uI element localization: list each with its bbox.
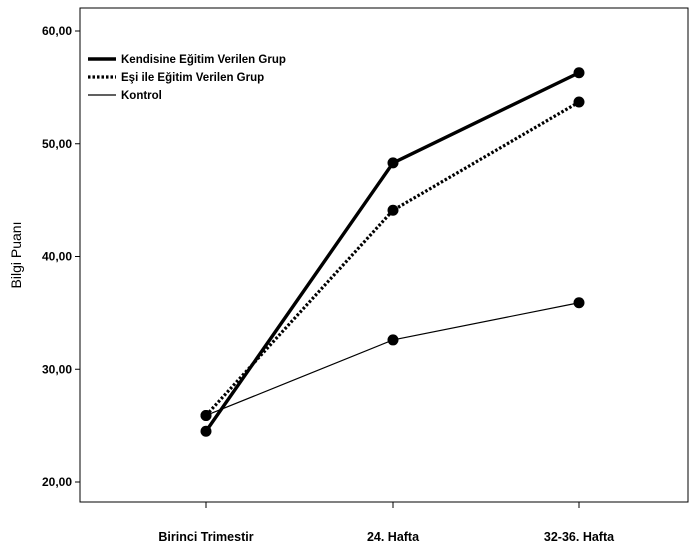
legend-label: Kontrol [121, 90, 162, 102]
y-axis: 20,00 30,00 40,00 50,00 60,00 [42, 24, 80, 489]
series-2 [200, 96, 585, 421]
x-tick-label: 24. Hafta [367, 530, 420, 544]
legend-entry: Kontrol [88, 90, 162, 102]
data-point [573, 297, 585, 309]
data-point [200, 425, 212, 437]
data-point [573, 96, 585, 108]
series-3 [200, 297, 585, 421]
legend-label: Eşi ile Eğitim Verilen Grup [121, 72, 264, 84]
series-layer [200, 67, 585, 437]
y-tick-label: 60,00 [42, 24, 72, 38]
legend-entry: Kendisine Eğitim Verilen Grup [88, 54, 286, 66]
data-point [200, 409, 212, 421]
x-axis: Birinci Trimestir 24. Hafta 32-36. Hafta [158, 502, 615, 544]
y-tick-label: 20,00 [42, 475, 72, 489]
legend-label: Kendisine Eğitim Verilen Grup [121, 54, 286, 66]
y-axis-title: Bilgi Puanı [8, 222, 24, 289]
series-line [205, 302, 580, 417]
y-tick-label: 30,00 [42, 362, 72, 376]
x-tick-label: Birinci Trimestir [158, 530, 253, 544]
series-line [204, 71, 580, 433]
y-tick-label: 40,00 [42, 250, 72, 264]
plot-frame [79, 7, 689, 503]
series-1 [200, 67, 585, 437]
legend: Kendisine Eğitim Verilen Grup Eşi ile Eği… [88, 54, 286, 102]
data-point [387, 204, 399, 216]
y-tick-label: 50,00 [42, 137, 72, 151]
x-tick-label: 32-36. Hafta [544, 530, 615, 544]
legend-entry: Eşi ile Eğitim Verilen Grup [88, 72, 264, 84]
data-point [387, 334, 399, 346]
series-line [204, 100, 580, 417]
data-point [573, 67, 585, 79]
data-point [387, 157, 399, 169]
